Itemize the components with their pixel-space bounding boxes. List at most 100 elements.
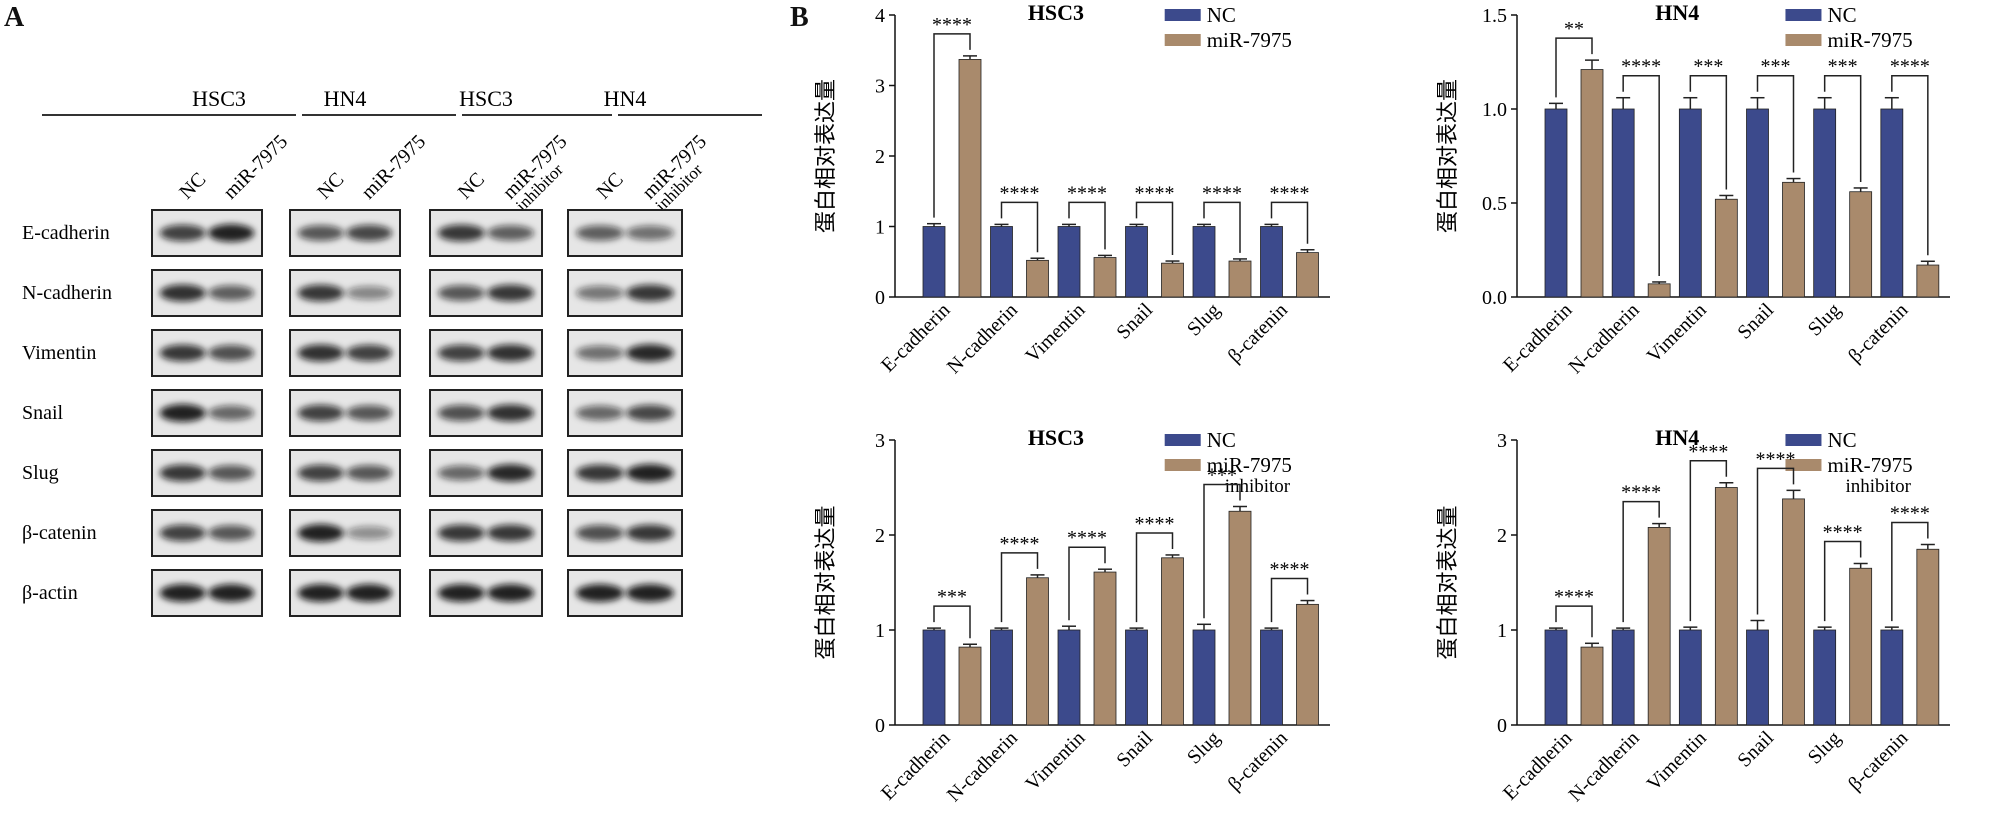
bar [990, 629, 1013, 726]
bar [1093, 571, 1117, 726]
blot-band [159, 344, 206, 362]
category-label: Snail [1112, 727, 1157, 772]
significance-label: **** [1890, 56, 1930, 78]
blot-band [208, 465, 255, 481]
blot-band [626, 225, 675, 241]
legend-label: NC [1207, 428, 1236, 452]
bar [1161, 557, 1184, 726]
bar [990, 226, 1013, 298]
significance-label: **** [1621, 482, 1661, 504]
significance-bracket [1891, 521, 1929, 622]
significance-label: **** [1756, 448, 1796, 470]
blot-band [159, 284, 206, 302]
bar [1714, 198, 1738, 298]
y-axis-label: 蛋白相对表达量 [813, 79, 838, 233]
significance-label: **** [1823, 522, 1863, 544]
bar [1161, 262, 1184, 298]
legend-label: NC [1827, 3, 1856, 27]
blot-band [575, 464, 624, 482]
significance-label: **** [1270, 182, 1310, 204]
significance-bracket [1891, 74, 1929, 256]
legend-label: NC [1827, 428, 1856, 452]
significance-bracket [1000, 552, 1039, 623]
chart-title: HSC3 [1028, 425, 1084, 450]
blot-band [297, 404, 344, 422]
bar [1192, 226, 1216, 298]
y-tick-label: 0.0 [1482, 287, 1507, 309]
category-label: N-cadherin [1565, 299, 1644, 378]
legend-swatch [1785, 34, 1822, 46]
category-label: Vimentin [1021, 727, 1089, 795]
bar [1580, 69, 1604, 298]
blot-band [346, 405, 393, 421]
y-tick-label: 1.5 [1482, 5, 1507, 27]
significance-label: *** [1693, 56, 1723, 78]
bar [1228, 260, 1252, 298]
bar [1296, 603, 1319, 726]
y-tick-label: 2 [875, 146, 885, 168]
y-axis-label: 蛋白相对表达量 [1435, 505, 1460, 659]
significance-label: **** [1202, 182, 1242, 204]
bar [1611, 629, 1635, 726]
blot-band [297, 524, 344, 542]
category-label: β-catenin [1224, 727, 1292, 795]
blot-band [297, 584, 344, 602]
blot-band [346, 526, 393, 540]
chart-title: HN4 [1655, 0, 1699, 25]
bar [1611, 108, 1635, 298]
category-label: Snail [1112, 299, 1157, 344]
bar [1782, 181, 1805, 298]
blot-band [346, 584, 393, 602]
blot-band [159, 224, 206, 242]
protein-label: E-cadherin [22, 222, 110, 244]
y-tick-label: 3 [875, 430, 885, 452]
category-label: Slug [1183, 727, 1224, 768]
significance-bracket [1270, 577, 1309, 623]
significance-label: **** [1135, 513, 1175, 535]
significance-label: **** [1688, 441, 1728, 463]
y-tick-label: 3 [1497, 430, 1507, 452]
y-tick-label: 1 [875, 620, 885, 642]
bar [1714, 487, 1738, 726]
bar [1782, 498, 1805, 726]
bar [1260, 226, 1283, 298]
y-tick-label: 1 [1497, 620, 1507, 642]
category-label: β-catenin [1844, 299, 1912, 367]
blot-band [208, 345, 255, 361]
category-label: E-cadherin [1499, 299, 1577, 377]
bar [1849, 567, 1873, 726]
significance-bracket [1756, 467, 1795, 615]
category-label: Snail [1733, 299, 1778, 344]
legend-label: miR-7975 [1207, 28, 1292, 52]
bar [1849, 191, 1873, 298]
y-tick-label: 3 [875, 76, 885, 98]
category-label: E-cadherin [877, 299, 955, 377]
bar [1057, 629, 1081, 726]
legend-swatch [1785, 9, 1822, 21]
y-tick-label: 2 [1497, 525, 1507, 547]
legend-label: miR-7975 [1827, 453, 1912, 477]
bar [1746, 108, 1769, 298]
legend-label: NC [1207, 3, 1236, 27]
bar [1260, 629, 1283, 726]
legend-swatch [1164, 34, 1201, 46]
category-label: N-cadherin [943, 299, 1022, 378]
blot-band [437, 405, 485, 421]
bar [1647, 283, 1671, 298]
bar [1880, 108, 1904, 298]
significance-bracket [1000, 201, 1039, 253]
legend-swatch [1164, 434, 1201, 446]
significance-label: **** [1067, 527, 1107, 549]
significance-bracket [1555, 37, 1593, 98]
bar [958, 646, 982, 726]
bar [1678, 629, 1702, 726]
blot-band [159, 584, 206, 602]
bar [1296, 252, 1319, 298]
blot-band [208, 285, 255, 301]
significance-bracket [1068, 546, 1106, 621]
significance-label: **** [1135, 182, 1175, 204]
significance-label: **** [1067, 182, 1107, 204]
